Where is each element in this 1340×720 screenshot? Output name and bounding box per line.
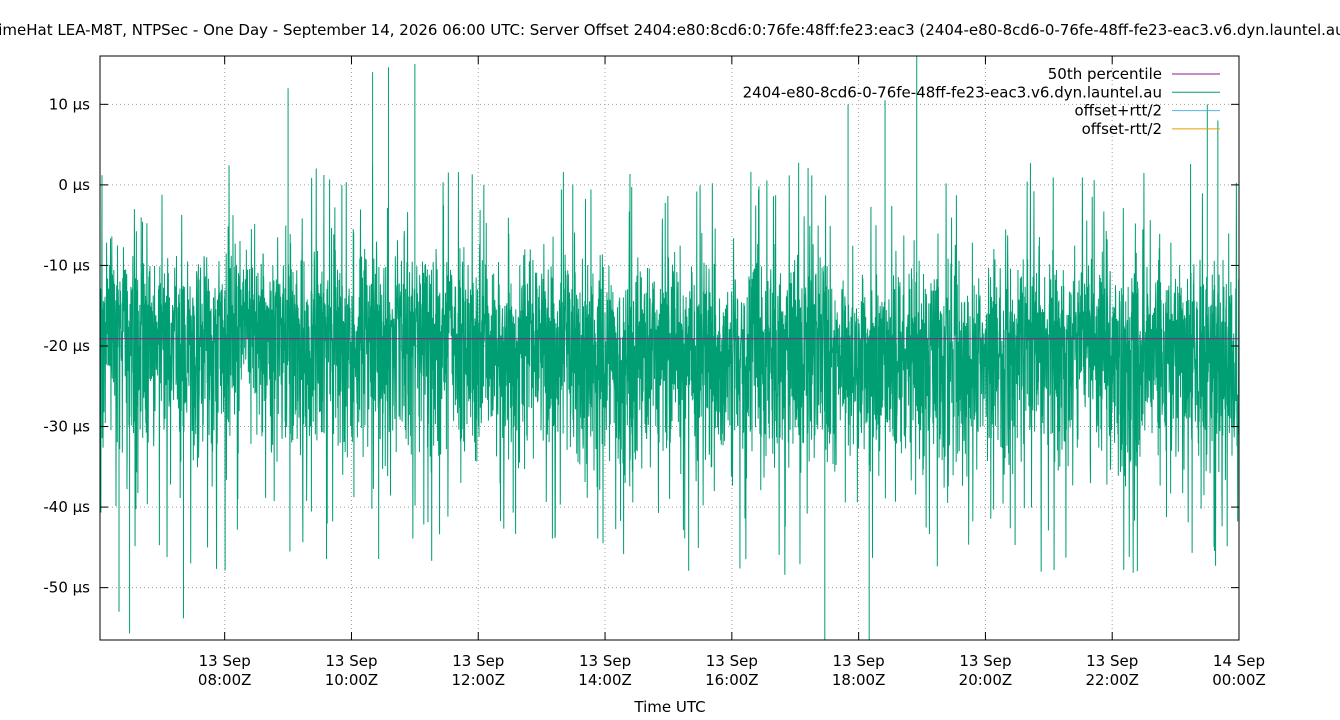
x-tick-label-date: 13 Sep — [959, 652, 1011, 670]
plot-area — [100, 56, 1239, 640]
y-tick-label: -40 µs — [43, 498, 90, 516]
y-tick-label: -20 µs — [43, 337, 90, 355]
x-tick-label-time: 08:00Z — [198, 671, 252, 689]
series-line-offset — [100, 162, 1239, 575]
y-tick-label: 0 µs — [58, 176, 90, 194]
x-tick-label-time: 20:00Z — [959, 671, 1013, 689]
x-tick-label-date: 13 Sep — [1086, 652, 1138, 670]
x-axis-label: Time UTC — [633, 698, 705, 716]
plot-border — [99, 55, 1240, 641]
x-tick-label-date: 13 Sep — [579, 652, 631, 670]
legend-label: 2404-e80-8cd6-0-76fe-48ff-fe23-eac3.v6.d… — [743, 83, 1162, 101]
x-tick-label-date: 13 Sep — [833, 652, 885, 670]
x-tick-label-date: 13 Sep — [452, 652, 504, 670]
legend: 50th percentile2404-e80-8cd6-0-76fe-48ff… — [743, 65, 1220, 138]
legend-label: 50th percentile — [1048, 65, 1162, 83]
y-tick-label: -30 µs — [43, 418, 90, 436]
x-tick-label-time: 00:00Z — [1212, 671, 1266, 689]
x-tick-label-date: 13 Sep — [199, 652, 251, 670]
chart-title: TimeHat LEA-M8T, NTPSec - One Day - Sept… — [0, 21, 1340, 39]
x-tick-label-time: 10:00Z — [325, 671, 379, 689]
x-tick-label-time: 18:00Z — [832, 671, 886, 689]
legend-label: offset+rtt/2 — [1074, 102, 1162, 120]
x-tick-label-time: 14:00Z — [578, 671, 632, 689]
y-tick-label: 10 µs — [49, 95, 90, 113]
y-tick-label: -50 µs — [43, 579, 90, 597]
x-tick-label-date: 14 Sep — [1213, 652, 1265, 670]
y-tick-label: -10 µs — [43, 256, 90, 274]
x-tick-label-time: 16:00Z — [705, 671, 759, 689]
x-tick-label-date: 13 Sep — [325, 652, 377, 670]
x-tick-label-time: 22:00Z — [1085, 671, 1139, 689]
x-tick-label-date: 13 Sep — [706, 652, 758, 670]
y-axis: 10 µs 0 µs -10 µs -20 µs -30 µs -40 µs -50 µs — [43, 95, 1239, 597]
x-tick-label-time: 12:00Z — [452, 671, 506, 689]
legend-label: offset-rtt/2 — [1082, 120, 1162, 138]
